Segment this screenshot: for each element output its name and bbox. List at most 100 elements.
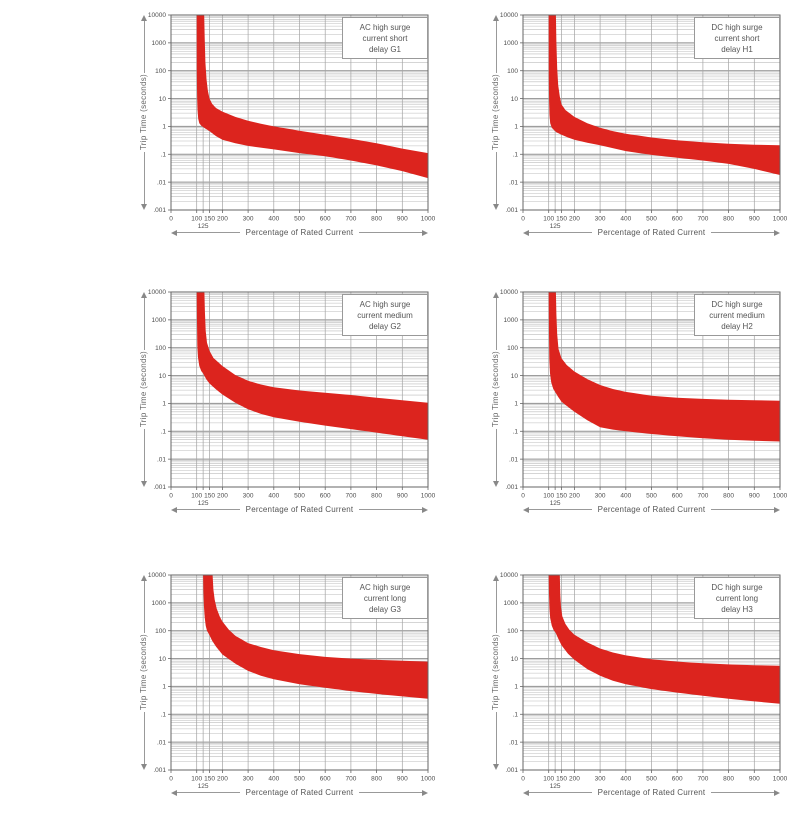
axis-arrow-right-icon: [422, 506, 428, 513]
y-axis-title: Trip Time (seconds): [139, 634, 148, 711]
chart-panel-h1: 0 100 150 200 300 400 500 600 700 800 900 1000 125 10…: [464, 6, 800, 256]
title-line-1: AC high surge: [359, 23, 411, 32]
x-tick-label: 150: [556, 216, 567, 223]
chart-panel-g2: 0 100 150 200 300 400 500 600 700 800 900 1000 125 10…: [112, 283, 452, 533]
x-tick-label: 300: [595, 776, 606, 783]
x-tick-label: 100: [191, 216, 202, 223]
axis-arrow-down-icon: [493, 204, 499, 210]
trip-time-band-h3: [548, 575, 780, 704]
axis-arrow-left-icon: [171, 229, 177, 236]
x-tick-label: 300: [243, 216, 254, 223]
axis-arrow-left-icon: [171, 506, 177, 513]
x-tick-label: 100: [543, 493, 554, 500]
x-tick-label: 1000: [421, 776, 436, 783]
x-axis-label-group: Percentage of Rated Current: [171, 505, 428, 514]
axis-arrow-line: [495, 21, 497, 74]
chart-canvas-h2: 0 100 150 200 300 400 500 600 700 800 900 100012510…: [500, 289, 788, 507]
x-tick-label: 100: [191, 776, 202, 783]
chart-title-box: AC high surge current short delay G1: [342, 17, 428, 59]
y-tick-label: .001: [505, 484, 518, 491]
x-subtick-label-125: 125: [198, 783, 209, 790]
x-tick-label: 1000: [773, 216, 788, 223]
chart-panel-h2: 0 100 150 200 300 400 500 600 700 800 900 1000 125 10…: [464, 283, 800, 533]
axis-arrow-left-icon: [171, 789, 177, 796]
x-tick-label: 900: [749, 493, 760, 500]
x-tick-label: 800: [723, 216, 734, 223]
x-axis-label-group: Percentage of Rated Current: [523, 228, 780, 237]
axis-arrow-down-icon: [141, 481, 147, 487]
axis-arrow-down-icon: [493, 764, 499, 770]
y-tick-label: 1000: [152, 40, 167, 47]
axis-arrow-line: [495, 151, 497, 204]
x-tick-label: 900: [397, 493, 408, 500]
x-tick-label: 700: [697, 216, 708, 223]
x-tick-label: 500: [646, 776, 657, 783]
axis-arrow-up-icon: [141, 15, 147, 21]
x-tick-label: 800: [371, 493, 382, 500]
axis-arrow-line: [711, 509, 774, 510]
axis-arrow-right-icon: [774, 229, 780, 236]
axis-arrow-down-icon: [493, 481, 499, 487]
x-tick-label: 300: [243, 493, 254, 500]
title-line-1: DC high surge: [711, 583, 763, 592]
y-tick-label: 1000: [504, 40, 519, 47]
x-tick-label: 200: [217, 216, 228, 223]
x-tick-label: 200: [217, 776, 228, 783]
y-tick-label: 1000: [504, 317, 519, 324]
axis-arrow-line: [143, 428, 145, 481]
y-tick-label: .001: [153, 207, 166, 214]
x-tick-label: 400: [620, 776, 631, 783]
y-tick-label: 10: [159, 656, 167, 663]
axis-arrow-left-icon: [523, 506, 529, 513]
y-tick-label: 1: [514, 401, 518, 408]
x-subtick-label-125: 125: [198, 223, 209, 230]
y-tick-label: 100: [507, 628, 518, 635]
axis-arrow-line: [495, 428, 497, 481]
y-tick-label: 10: [511, 96, 519, 103]
y-tick-label: .001: [153, 484, 166, 491]
y-tick-label: 1: [162, 124, 166, 131]
axis-arrow-left-icon: [523, 229, 529, 236]
x-tick-label: 500: [294, 493, 305, 500]
title-line-3: delay H3: [721, 605, 753, 614]
x-tick-label: 600: [320, 216, 331, 223]
x-tick-label: 600: [320, 493, 331, 500]
axis-arrow-line: [495, 298, 497, 351]
x-tick-label: 400: [268, 216, 279, 223]
x-tick-label: 500: [646, 216, 657, 223]
x-tick-label: 0: [521, 776, 525, 783]
x-tick-label: 150: [204, 216, 215, 223]
x-axis-label-group: Percentage of Rated Current: [171, 228, 428, 237]
y-tick-label: .001: [505, 767, 518, 774]
y-tick-label: 10: [511, 373, 519, 380]
chart-title-box: AC high surge current medium delay G2: [342, 294, 428, 336]
x-tick-label: 200: [217, 493, 228, 500]
y-tick-label: 1000: [152, 600, 167, 607]
axis-arrow-line: [529, 792, 592, 793]
y-tick-label: 100: [507, 68, 518, 75]
y-tick-label: 10000: [500, 289, 518, 296]
y-tick-label: 1: [162, 401, 166, 408]
title-line-3: delay G2: [368, 322, 402, 331]
y-tick-label: 100: [155, 345, 166, 352]
y-tick-label: .001: [505, 207, 518, 214]
chart-panel-h3: 0 100 150 200 300 400 500 600 700 800 900 1000 125 10…: [464, 566, 800, 816]
chart-panel-g3: 0 100 150 200 300 400 500 600 700 800 900 1000 125 10…: [112, 566, 452, 816]
axis-arrow-line: [143, 298, 145, 351]
x-tick-label: 700: [697, 493, 708, 500]
axis-arrow-up-icon: [141, 292, 147, 298]
x-axis-title: Percentage of Rated Current: [245, 505, 354, 514]
x-tick-label: 150: [204, 493, 215, 500]
trip-time-band-h2: [548, 292, 780, 442]
axis-arrow-up-icon: [493, 292, 499, 298]
axis-arrow-right-icon: [422, 229, 428, 236]
y-tick-label: 1: [514, 124, 518, 131]
y-tick-label: 100: [507, 345, 518, 352]
x-tick-label: 150: [556, 493, 567, 500]
y-tick-label: .01: [157, 739, 166, 746]
x-tick-label: 150: [204, 776, 215, 783]
axis-arrow-left-icon: [523, 789, 529, 796]
x-tick-label: 900: [397, 216, 408, 223]
y-tick-label: .01: [509, 456, 518, 463]
